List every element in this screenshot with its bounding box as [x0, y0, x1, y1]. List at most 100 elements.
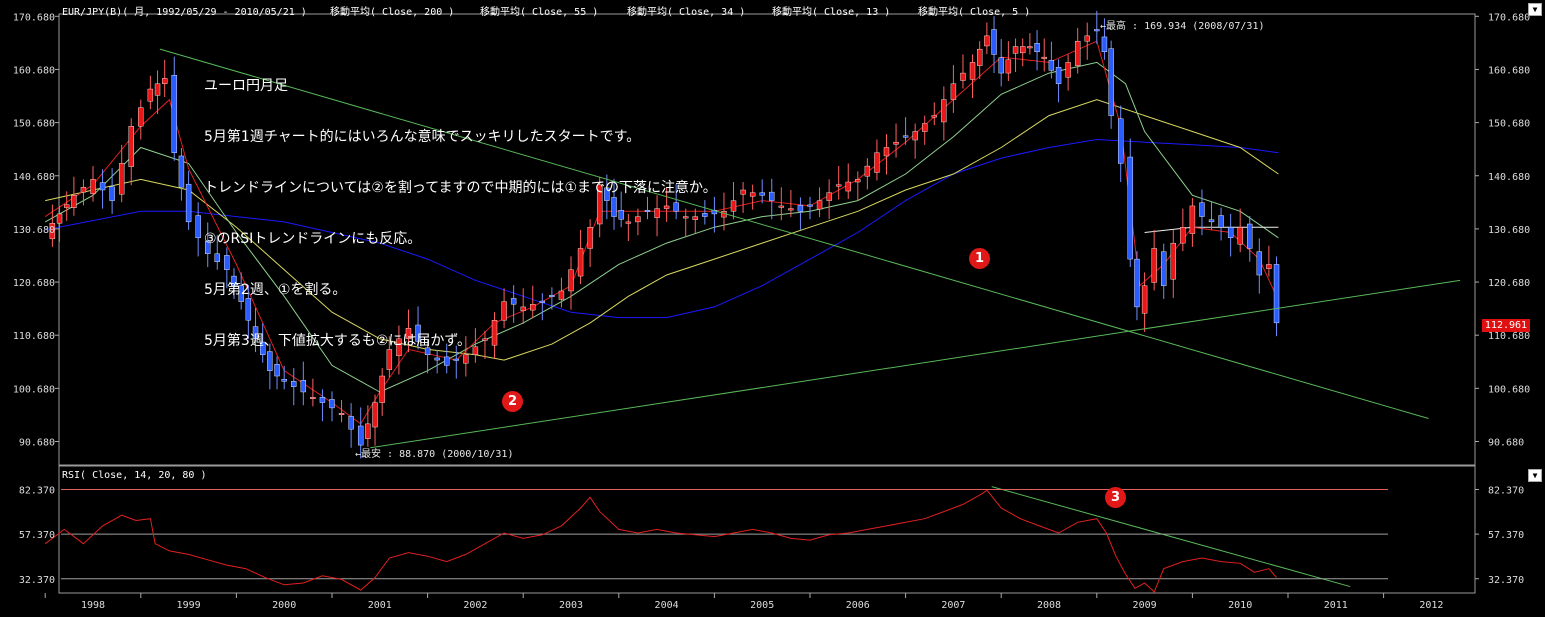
- candle-body: [1117, 118, 1124, 164]
- candle-body: [539, 300, 546, 303]
- x-year-tick-label: 2011: [1324, 600, 1348, 611]
- candle-body: [154, 83, 161, 96]
- candle-body: [329, 399, 335, 409]
- candle-body: [893, 141, 899, 145]
- candle-body: [205, 240, 211, 254]
- candle-body: [654, 208, 660, 218]
- x-year-tick-label: 2008: [1037, 600, 1061, 611]
- candle-body: [1218, 215, 1224, 228]
- x-year-tick-label: 2003: [559, 600, 583, 611]
- candle-body: [702, 213, 708, 217]
- candle-body: [625, 221, 632, 224]
- candle-body: [855, 179, 861, 183]
- candle-body: [195, 215, 201, 239]
- candle-body: [797, 205, 804, 212]
- candle-body: [482, 338, 488, 341]
- trendline-marker-2: 2: [502, 391, 523, 412]
- candle-body: [348, 416, 354, 430]
- price-y-tick-label-left: 120.680: [13, 278, 55, 289]
- candle-body: [1012, 46, 1019, 54]
- price-y-tick-label-left: 100.680: [13, 384, 55, 395]
- candle-body: [291, 381, 297, 387]
- annotation-text: ユーロ円月足 5月第1週チャート的にはいろんな意味でスッキリしたスタートです。 …: [204, 44, 717, 384]
- candle-body: [1273, 264, 1280, 324]
- rsi-line: [44, 489, 1277, 593]
- candle-body: [171, 74, 177, 153]
- candle-body: [1027, 46, 1033, 49]
- candle-body: [826, 192, 832, 201]
- candle-body: [874, 152, 880, 173]
- price-y-tick-label-right: 160.680: [1488, 65, 1530, 76]
- x-year-tick-label: 1998: [81, 600, 105, 611]
- candle-body: [577, 248, 584, 277]
- candle-body: [491, 320, 498, 346]
- candle-body: [1041, 56, 1047, 59]
- candle-body: [224, 255, 230, 270]
- x-year-tick-label: 2009: [1133, 600, 1157, 611]
- candle-body: [1065, 62, 1071, 78]
- candle-body: [396, 338, 402, 357]
- candle-body: [434, 357, 440, 361]
- candle-body: [138, 107, 144, 127]
- candle-body: [463, 354, 469, 364]
- candle-body: [1020, 46, 1026, 54]
- candle-body: [1170, 242, 1176, 280]
- rsi-trendline-3: [991, 486, 1351, 588]
- candle-body: [161, 78, 168, 84]
- price-y-tick-label-left: 130.680: [13, 225, 55, 236]
- low-price-label: ←最安 : 88.870 (2000/10/31): [355, 449, 514, 460]
- candle-body: [883, 147, 890, 157]
- candle-body: [80, 187, 87, 193]
- x-year-tick-label: 2012: [1419, 600, 1443, 611]
- candle-body: [644, 209, 651, 212]
- price-y-tick-label-right: 130.680: [1488, 225, 1530, 236]
- candle-body: [941, 99, 947, 123]
- price-y-tick-label-left: 170.680: [13, 12, 55, 23]
- candle-body: [109, 186, 115, 201]
- candle-body: [252, 326, 259, 340]
- candle-body: [1189, 205, 1196, 234]
- ma-55-label: 移動平均( Close, 55 ): [480, 7, 599, 18]
- rsi-y-tick-label-right: 82.370: [1488, 486, 1524, 497]
- candle-body: [778, 205, 785, 208]
- price-y-tick-label-right: 140.680: [1488, 172, 1530, 183]
- candle-body: [1151, 248, 1157, 283]
- annotation-line: 5月第3週、下値拡大するも②には届かず。: [204, 333, 471, 349]
- candle-body: [231, 275, 237, 286]
- candle-body: [740, 189, 746, 195]
- candle-body: [472, 346, 479, 355]
- candle-body: [976, 48, 983, 66]
- candle-body: [424, 347, 431, 355]
- candle-body: [1108, 48, 1114, 116]
- candle-body: [281, 379, 287, 382]
- candle-body: [1048, 60, 1055, 71]
- candle-body: [1237, 226, 1243, 245]
- x-year-tick-label: 2010: [1228, 600, 1252, 611]
- candle-body: [510, 298, 517, 305]
- price-y-tick-label-left: 90.680: [19, 438, 55, 449]
- candle-body: [530, 304, 536, 311]
- chart-symbol-label: EUR/JPY(B)( 月, 1992/05/29 - 2010/05/21 ): [62, 7, 307, 18]
- x-year-tick-label: 2000: [272, 600, 296, 611]
- candle-body: [274, 364, 280, 377]
- rsi-y-tick-label-right: 32.370: [1488, 575, 1524, 586]
- candle-body: [730, 200, 737, 212]
- rsi-panel-dropdown-icon[interactable]: ▼: [1528, 469, 1542, 482]
- candle-body: [1084, 35, 1090, 42]
- candle-body: [1005, 59, 1012, 74]
- candle-body: [300, 380, 307, 393]
- candle-body: [998, 57, 1004, 74]
- candle-body: [816, 200, 823, 210]
- price-panel-dropdown-icon[interactable]: ▼: [1528, 3, 1542, 16]
- candle-body: [1199, 202, 1205, 217]
- x-year-tick-label: 2002: [463, 600, 487, 611]
- candle-body: [379, 375, 385, 403]
- annotation-line: ユーロ円月足: [204, 78, 288, 94]
- rsi-y-tick-label-left: 57.370: [19, 530, 55, 541]
- candle-body: [1094, 29, 1100, 32]
- ma-line: [45, 99, 1279, 361]
- high-price-label: ←最高 : 169.934 (2008/07/31): [1100, 21, 1265, 32]
- ma-5-label: 移動平均( Close, 5 ): [918, 7, 1031, 18]
